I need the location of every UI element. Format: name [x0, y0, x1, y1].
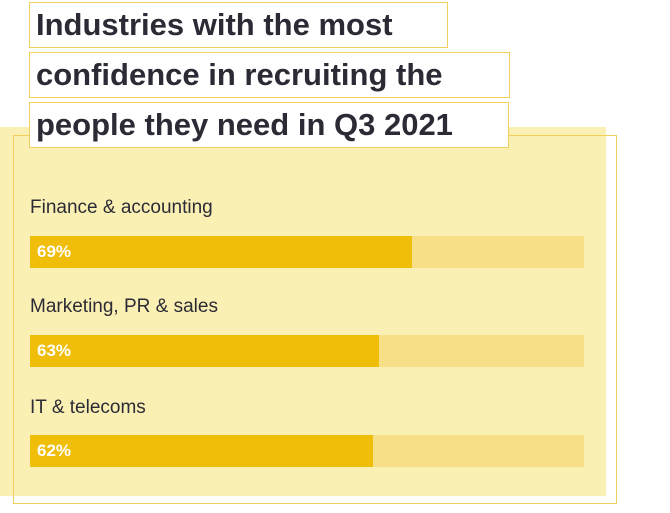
bar-it	[30, 435, 373, 467]
bar-track-finance: 69%	[30, 236, 584, 268]
bar-track-marketing: 63%	[30, 335, 584, 367]
bar-finance	[30, 236, 412, 268]
bar-value-label-marketing: 63%	[37, 341, 72, 360]
chart-title-line-1: Industries with the most	[29, 2, 448, 48]
bar-marketing	[30, 335, 379, 367]
category-label-marketing: Marketing, PR & sales	[30, 296, 218, 317]
bar-value-label-it: 62%	[37, 441, 72, 460]
chart-panel-background	[0, 127, 606, 496]
chart-title-line-2: confidence in recruiting the	[29, 52, 510, 98]
category-label-it: IT & telecoms	[30, 397, 146, 418]
bar-value-label-finance: 69%	[37, 242, 72, 261]
bar-track-it: 62%	[30, 435, 584, 467]
category-label-finance: Finance & accounting	[30, 197, 213, 218]
chart-title-line-3: people they need in Q3 2021	[29, 102, 509, 148]
